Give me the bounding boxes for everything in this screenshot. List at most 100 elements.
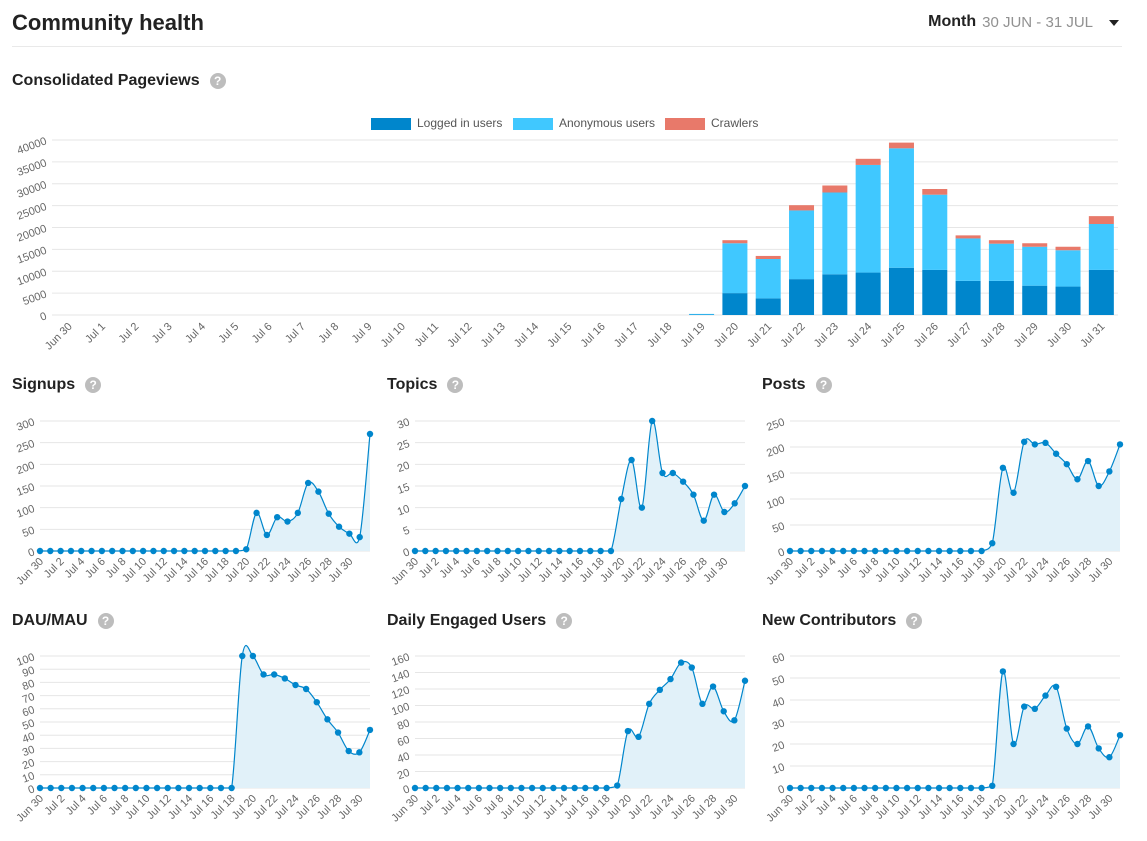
x-tick-label: Jul 30 (711, 793, 740, 822)
help-icon[interactable]: ? (447, 377, 464, 393)
y-tick-label: 20000 (16, 223, 49, 245)
data-point (1106, 754, 1113, 761)
y-tick-label: 10 (21, 770, 37, 785)
data-point (808, 547, 815, 555)
data-point (201, 547, 209, 555)
x-tick-label: Jul 7 (283, 321, 308, 346)
data-point (191, 547, 198, 555)
bar-segment (1022, 246, 1048, 286)
data-point (253, 509, 260, 517)
data-point (978, 784, 985, 792)
new-contributors-title: New Contributors ? (762, 612, 923, 630)
data-point (861, 547, 868, 555)
y-tick-label: 70 (21, 691, 37, 706)
data-point (699, 700, 706, 708)
help-icon[interactable]: ? (85, 377, 102, 393)
page-header: Community health Month 30 JUN - 31 JUL (12, 0, 1122, 47)
y-tick-label: 20 (396, 460, 412, 475)
y-tick-label: 100 (15, 503, 36, 521)
x-tick-label: Jul 6 (835, 556, 860, 581)
data-point (709, 683, 717, 690)
bar-segment (755, 298, 781, 315)
data-point (667, 675, 674, 683)
help-icon[interactable]: ? (815, 377, 832, 393)
x-tick-label: Jul 12 (445, 321, 474, 350)
x-tick-label: Jul 23 (812, 321, 841, 350)
data-point (957, 547, 964, 555)
data-point (818, 784, 826, 792)
help-icon[interactable]: ? (209, 73, 226, 89)
data-point (1084, 457, 1092, 465)
data-point (1074, 476, 1081, 483)
x-tick-label: Jul 26 (912, 321, 941, 350)
x-tick-label: Jul 27 (945, 321, 974, 350)
data-point (153, 784, 161, 792)
data-point (710, 491, 718, 498)
data-point (98, 547, 106, 555)
y-tick-label: 80 (396, 717, 412, 732)
data-point (196, 784, 203, 792)
data-point (645, 700, 653, 708)
data-point (260, 671, 267, 678)
data-point (207, 784, 214, 792)
bar-segment (988, 280, 1014, 315)
y-tick-label: 40 (396, 750, 412, 765)
data-point (346, 530, 353, 537)
data-point (925, 784, 932, 792)
data-point (576, 547, 584, 555)
data-point (893, 547, 900, 555)
x-tick-label: Jul 22 (778, 321, 807, 350)
data-point (100, 784, 108, 792)
data-point (989, 540, 996, 547)
bar-segment (855, 158, 881, 165)
period-selector[interactable]: Month 30 JUN - 31 JUL (928, 13, 1122, 31)
data-point (989, 782, 996, 789)
data-point (829, 784, 836, 792)
data-point (270, 671, 278, 678)
data-point (324, 716, 331, 723)
data-point (850, 547, 858, 555)
help-icon[interactable]: ? (556, 613, 573, 629)
data-point (741, 677, 749, 684)
data-point (967, 547, 975, 555)
y-tick-label: 0 (39, 310, 49, 323)
bar-segment (922, 194, 948, 270)
y-tick-label: 0 (27, 783, 37, 796)
data-point (1063, 725, 1070, 732)
help-icon[interactable]: ? (906, 613, 923, 629)
x-tick-label: Jul 31 (1078, 321, 1107, 350)
bar-segment (988, 240, 1014, 244)
data-point (829, 547, 836, 555)
x-tick-label: Jun 30 (764, 793, 796, 825)
data-point (1116, 441, 1124, 448)
data-point (571, 784, 578, 792)
data-point (635, 733, 642, 741)
legend-label: Logged in users (417, 116, 502, 130)
y-tick-label: 0 (27, 546, 37, 559)
posts-title: Posts ? (762, 376, 832, 394)
signups-title-text: Signups (12, 376, 76, 393)
data-point (181, 547, 188, 555)
data-point (294, 509, 302, 517)
bar-segment (789, 205, 815, 211)
y-tick-label: 200 (15, 460, 36, 478)
data-point (170, 547, 178, 555)
data-point (560, 784, 568, 792)
data-point (129, 547, 137, 555)
help-icon[interactable]: ? (97, 613, 114, 629)
data-point (607, 547, 615, 555)
data-point (88, 547, 95, 555)
bar-segment (1088, 224, 1114, 270)
data-point (68, 784, 76, 792)
y-tick-label: 200 (765, 442, 786, 460)
data-point (422, 547, 429, 555)
y-tick-label: 20 (396, 767, 412, 782)
caret-down-icon[interactable] (1109, 20, 1119, 26)
y-tick-label: 60 (396, 734, 412, 749)
data-point (473, 547, 481, 555)
data-point (185, 784, 193, 792)
data-point (914, 784, 921, 792)
data-point (1031, 441, 1039, 448)
data-point (861, 784, 868, 792)
data-point (58, 784, 65, 792)
